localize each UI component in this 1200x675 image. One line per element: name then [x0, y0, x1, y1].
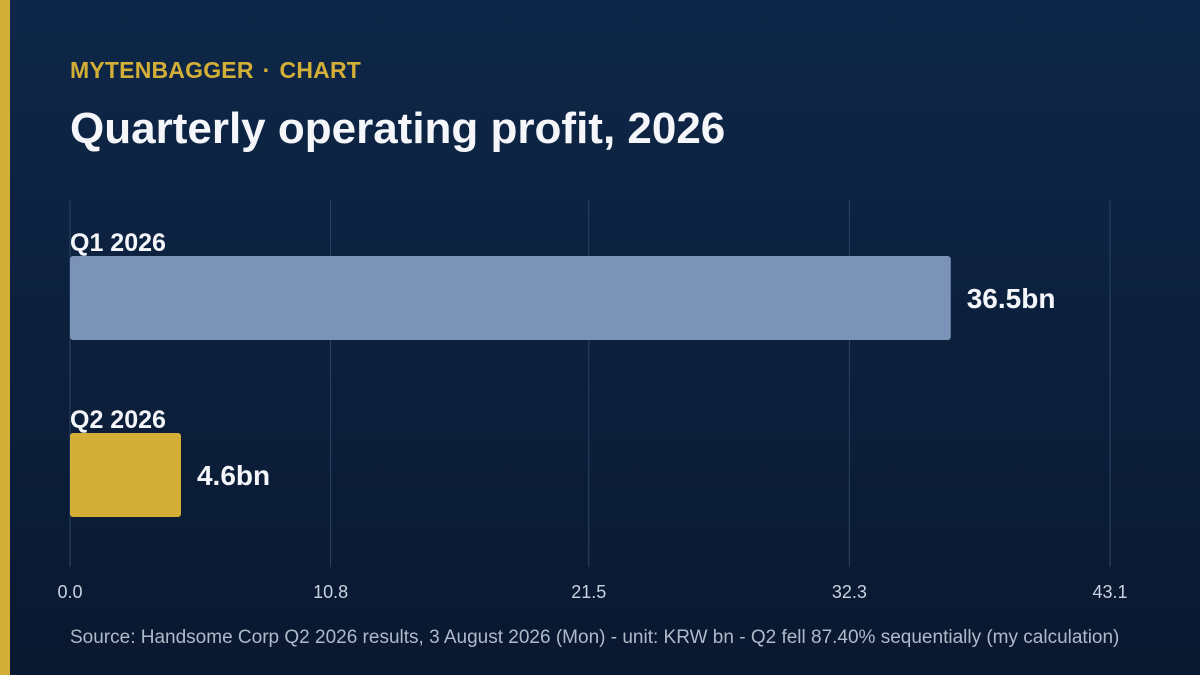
x-tick-label: 21.5: [571, 582, 606, 602]
bar: [70, 433, 181, 517]
bar: [70, 256, 951, 340]
category-label: Q2 2026: [70, 406, 166, 434]
x-tick-label: 0.0: [57, 582, 82, 602]
brand-name: MYTENBAGGER: [70, 57, 254, 83]
x-tick-label: 10.8: [313, 582, 348, 602]
data-label: 4.6bn: [197, 460, 270, 491]
category-label: Q1 2026: [70, 229, 166, 257]
x-tick-label: 43.1: [1092, 582, 1127, 602]
section-label: CHART: [279, 57, 362, 83]
data-label: 36.5bn: [967, 283, 1056, 314]
chart-title: Quarterly operating profit, 2026: [70, 104, 726, 153]
x-tick-label: 32.3: [832, 582, 867, 602]
source-note: Source: Handsome Corp Q2 2026 results, 3…: [70, 627, 1120, 648]
brand-separator: ·: [262, 57, 271, 83]
brand-line: MYTENBAGGER · CHART: [70, 57, 361, 84]
accent-bar: [0, 0, 10, 675]
